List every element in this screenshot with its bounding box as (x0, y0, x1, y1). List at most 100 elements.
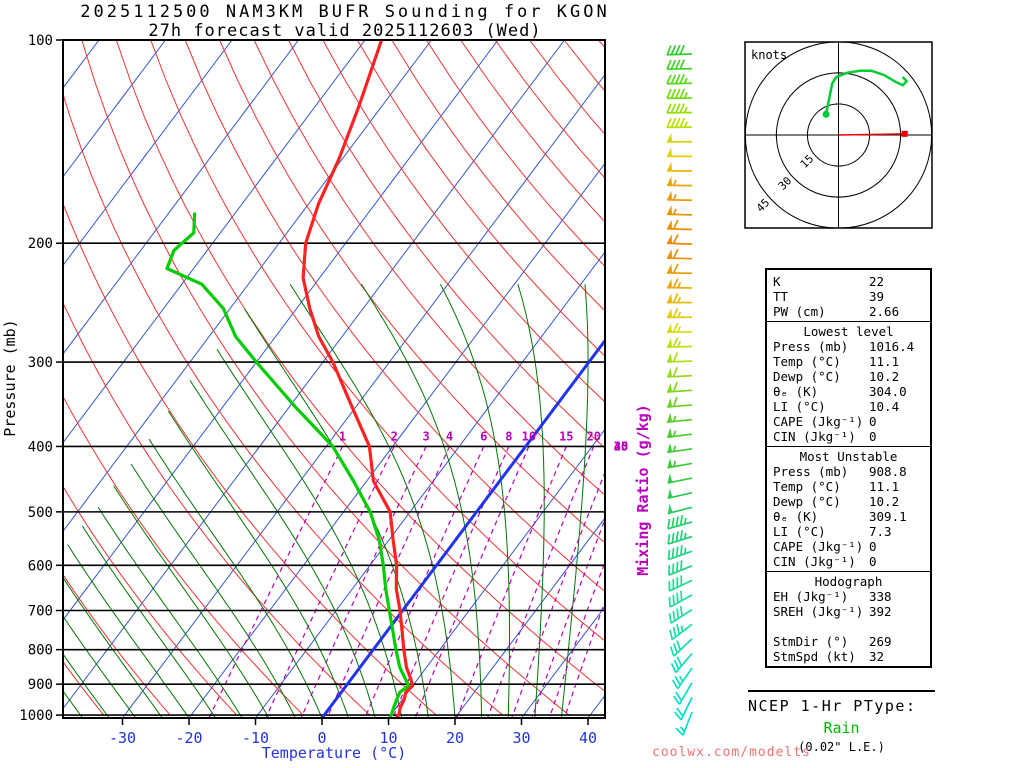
indices-section-title: Most Unstable (799, 449, 898, 464)
wind-barb (667, 473, 693, 484)
hodograph-trace (824, 69, 909, 115)
indices-row: TT 39 (767, 289, 930, 304)
wind-barb (666, 293, 693, 304)
indices-value: 10.2 (869, 369, 900, 384)
mixing-ratio-label-right: 35 (614, 439, 628, 453)
temperature-trace (301, 40, 415, 718)
wind-barb (671, 667, 693, 690)
indices-label: θₑ (K) (773, 509, 819, 524)
indices-value: 10.2 (869, 494, 900, 509)
indices-value: 392 (869, 604, 892, 619)
indices-label: SREH (Jkg⁻¹) (773, 604, 864, 619)
wind-barb (666, 352, 693, 363)
wind-barb (672, 682, 693, 705)
wind-barb (667, 488, 693, 500)
wind-barb (666, 381, 693, 393)
temperature-tick-label: 10 (379, 729, 397, 747)
indices-row: CIN (Jkg⁻¹) 0 (767, 554, 930, 569)
indices-separator (767, 321, 930, 322)
indices-label: CAPE (Jkg⁻¹) (773, 539, 864, 554)
indices-row: PW (cm) 2.66 (767, 304, 930, 319)
indices-value: 1016.4 (869, 339, 915, 354)
indices-value: 0 (869, 539, 877, 554)
hodograph-ring-label: 45 (754, 196, 773, 215)
pressure-tick-label: 700 (28, 604, 53, 620)
wind-barb (667, 515, 693, 530)
mixing-ratio-label: 1 (339, 429, 346, 443)
temperature-axis-label: Temperature (°C) (261, 744, 407, 762)
indices-label: Dewp (°C) (773, 494, 841, 509)
indices-row: LI (°C) 7.3 (767, 524, 930, 539)
wind-barb (667, 560, 693, 576)
wind-barb (666, 161, 693, 172)
mixing-ratio-label-right: 30 (614, 439, 628, 453)
indices-value: 10.4 (869, 399, 900, 414)
wind-barb (666, 322, 693, 334)
wind-barb (667, 530, 693, 545)
wind-barb (668, 606, 693, 624)
indices-label: Press (mb) (773, 339, 849, 354)
dewpoint-trace (165, 212, 411, 718)
pressure-tick-label: 500 (28, 505, 53, 521)
indices-row: CIN (Jkg⁻¹) 0 (767, 429, 930, 444)
wind-barb (666, 278, 693, 289)
indices-row: θₑ (K) 304.0 (767, 384, 930, 399)
wind-barb (666, 219, 693, 231)
hodograph-ring-label: 30 (776, 174, 795, 193)
wind-barb (669, 638, 693, 657)
indices-label: K (773, 274, 781, 289)
indices-section-title: Hodograph (814, 574, 883, 589)
indices-row: StmSpd (kt) 32 (767, 649, 930, 664)
wind-barb (674, 697, 693, 721)
pressure-tick-label: 1000 (19, 708, 53, 724)
hodograph-ring-label: 15 (798, 152, 817, 171)
wind-barb (666, 117, 693, 129)
wind-barb (675, 711, 693, 736)
indices-label: StmDir (°) (773, 634, 849, 649)
temperature-tick-label: 40 (579, 729, 597, 747)
wind-barb (666, 74, 693, 85)
indices-value: 304.0 (869, 384, 907, 399)
mixing-ratio-label: 15 (559, 429, 573, 443)
wind-barb-column (666, 44, 693, 736)
indices-row: CAPE (Jkg⁻¹) 0 (767, 414, 930, 429)
wind-barb (668, 590, 693, 608)
indices-label: TT (773, 289, 789, 304)
ptype-value: Rain (823, 719, 860, 737)
wind-barb (666, 103, 693, 114)
wind-barb (667, 427, 693, 439)
ptype-note: (0.02" L.E.) (798, 740, 885, 754)
wind-barb (666, 248, 693, 260)
mixing-ratio-label: 20 (586, 429, 600, 443)
indices-row: θₑ (K) 309.1 (767, 509, 930, 524)
indices-value: 7.3 (869, 524, 892, 539)
wind-barb (666, 132, 693, 143)
indices-label: Temp (°C) (773, 479, 841, 494)
temperature-tick-label: 20 (446, 729, 464, 747)
pressure-tick-label: 400 (28, 439, 53, 455)
ptype-label: NCEP 1-Hr PType: (748, 697, 917, 715)
pressure-tick-label: 900 (28, 677, 53, 693)
indices-value: 22 (869, 274, 885, 289)
wind-barb (666, 59, 693, 71)
storm-motion-vector (838, 133, 905, 136)
wind-barb (666, 147, 693, 158)
mixing-ratio-axis-label: Mixing Ratio (g/kg) (634, 404, 652, 576)
chart-title-line1: 2025112500 NAM3KM BUFR Sounding for KGON (80, 2, 610, 22)
temperature-tick-label: -20 (175, 729, 202, 747)
pressure-tick-label: 800 (28, 643, 53, 659)
wind-barb (667, 412, 693, 423)
indices-label: StmSpd (kt) (773, 649, 856, 664)
indices-value: 32 (869, 649, 885, 664)
indices-row (767, 619, 930, 634)
indices-value: 2.66 (869, 304, 900, 319)
indices-value: 908.8 (869, 464, 907, 479)
mixing-ratio-label: 6 (480, 429, 487, 443)
pressure-axis-label: Pressure (mb) (1, 319, 19, 436)
indices-label: θₑ (K) (773, 384, 819, 399)
indices-panel: K 22 TT 39 PW (cm) 2.66 Lowest level Press (mb)… (765, 268, 932, 668)
indices-label: LI (°C) (773, 524, 826, 539)
indices-value: 338 (869, 589, 892, 604)
